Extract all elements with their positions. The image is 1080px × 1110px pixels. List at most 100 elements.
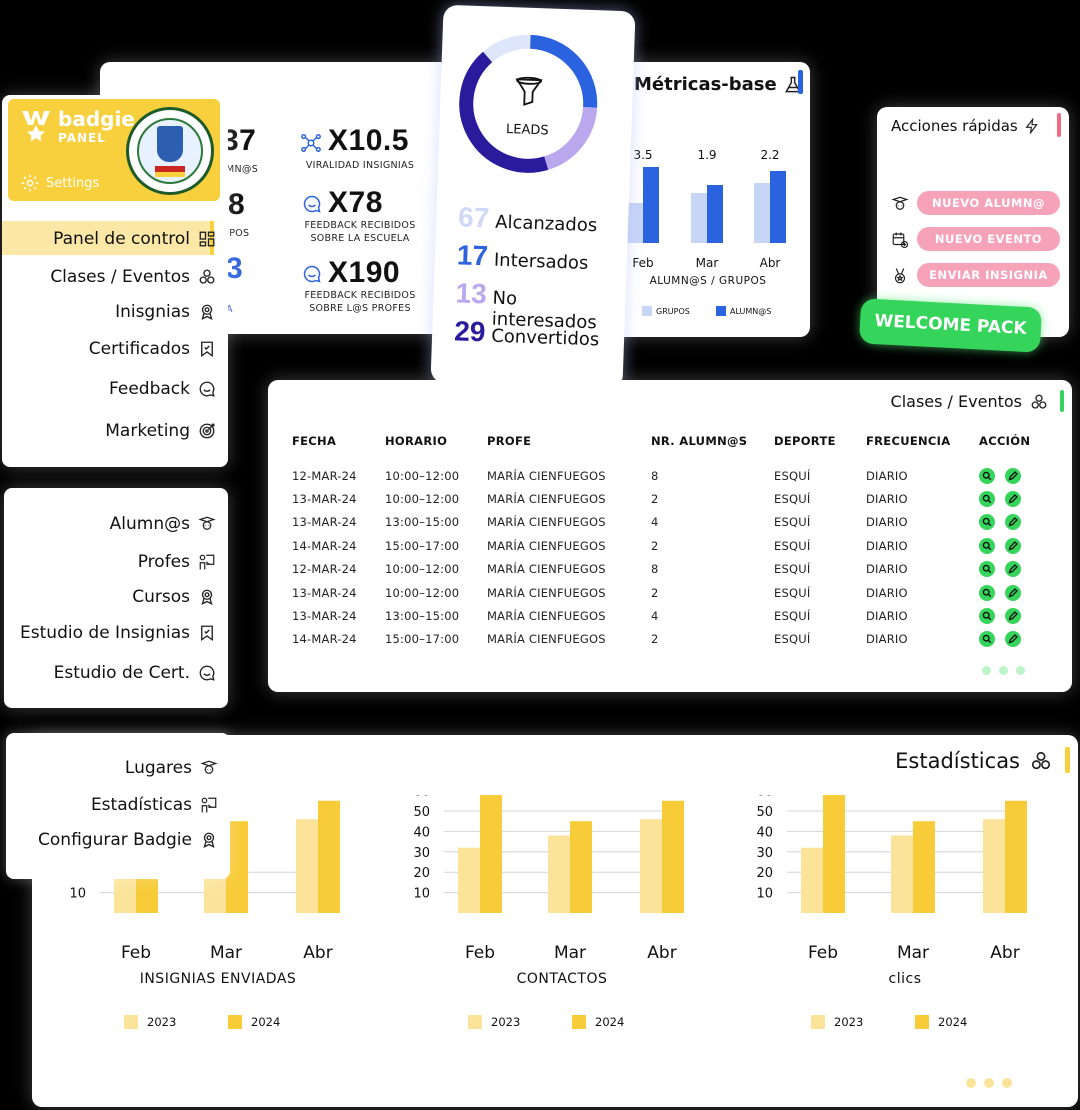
table-header-row: FECHA HORARIO PROFE NR. ALUMN@S DEPORTE … [292,434,1049,464]
view-icon[interactable] [979,491,995,508]
edit-icon[interactable] [1005,491,1021,508]
sidebar-item-marketing[interactable]: Marketing [105,421,216,441]
table-cell: 10:00–12:00 [385,492,460,507]
menu-item-label: Cursos [132,587,190,607]
view-icon[interactable] [979,608,995,625]
calendar-add-icon [891,231,909,249]
edit-icon[interactable] [1005,467,1021,484]
column-header: HORARIO [385,434,448,448]
menu-item-alumnos[interactable]: Alumn@s [110,514,216,534]
page-dot[interactable] [982,666,991,675]
chat-bubble-icon [198,380,216,398]
donut-segment-interesados [529,34,598,108]
page-dot[interactable] [999,666,1008,675]
table-cell: DIARIO [866,492,908,507]
welcome-pack-button[interactable]: WELCOME PACK [858,298,1043,353]
menu-item-label: Profes [137,552,190,572]
dashboard-icon [198,230,216,248]
page-dot[interactable] [1016,666,1025,675]
edit-icon[interactable] [1005,514,1021,531]
edit-icon[interactable] [1005,608,1021,625]
badgie-logo-icon [20,109,52,142]
table-cell: ESQUÍ [774,632,811,647]
lead-label: Convertidos [490,325,600,351]
view-icon[interactable] [979,514,995,531]
bar-2024 [1005,800,1027,913]
funnel-icon [515,76,543,106]
view-icon[interactable] [979,561,995,578]
quick-actions-header: Acciones rápidas [891,117,1040,135]
edit-icon[interactable] [1005,537,1021,554]
menu-item-label: Estudio de Cert. [53,663,190,683]
nuevo-alumno-button[interactable]: NUEVO ALUMN@ [917,191,1060,215]
lead-label: Alcanzados [494,211,598,237]
metrics-chart: 3.5 Feb 1.9 Mar 2.2 Abr ALUMN@S / GRUPOS GRUPOS… [627,148,786,316]
table-cell: 10:00–12:00 [385,468,460,483]
sidebar-item-clases-eventos[interactable]: Clases / Eventos [50,267,216,287]
edit-icon[interactable] [1005,584,1021,601]
action-cell [979,534,1049,557]
menu-item-estudio-cert[interactable]: Estudio de Cert. [54,663,216,683]
column-header: FECHA [292,434,337,448]
x-axis-label: INSIGNIAS ENVIADAS [140,971,297,987]
pagination-dots[interactable] [982,666,1025,675]
y-tick-label: 30 [413,846,430,861]
page-dot[interactable] [966,1078,976,1088]
table-cell: 2 [651,585,659,600]
menu-item-configurar-badgie[interactable]: Configurar Badgie [38,830,218,850]
edit-icon[interactable] [1005,631,1021,648]
menu-item-cursos[interactable]: Cursos [132,587,216,607]
view-icon[interactable] [979,584,995,601]
table-cell: DIARIO [866,468,908,483]
classes-table: FECHA HORARIO PROFE NR. ALUMN@S DEPORTE … [292,434,1049,651]
stat-label: UPOS [222,228,250,239]
stat-value: X10.5 [328,124,409,157]
table-cell: MARÍA CIENFUEGOS [487,609,606,624]
table-cell: 14-MAR-24 [292,632,357,647]
menu-item-estudio-insignias[interactable]: Estudio de Insignias [20,623,216,643]
nuevo-evento-button[interactable]: NUEVO EVENTO [917,227,1060,251]
pagination-dots[interactable] [966,1078,1012,1088]
sidebar-item-label: Clases / Eventos [50,267,190,287]
stat-label: MN@S [226,164,259,175]
page-dot[interactable] [1002,1078,1012,1088]
menu-item-profes[interactable]: Profes [138,552,216,572]
column-header: NR. ALUMN@S [651,434,748,448]
bar-2023 [640,819,662,913]
menu-item-estadisticas[interactable]: Estadísticas [91,795,218,815]
bookmark-icon [198,340,216,358]
sidebar-item-panel-de-control[interactable]: Panel de control [53,229,216,249]
chart-clics: 10 20 30 40 50 60 Feb Mar Abr clics 2023 2024 [756,795,1027,1029]
legend-swatch [468,1015,482,1029]
data-label: 2.2 [760,148,779,162]
tick-label: Mar [696,256,719,270]
menu-item-label: Estudio de Insignias [20,623,190,643]
menu-item-lugares[interactable]: Lugares [125,758,218,778]
stat-value: X78 [328,186,383,219]
teacher-icon [198,553,216,571]
view-icon[interactable] [979,631,995,648]
settings-link[interactable]: Settings [20,173,99,193]
sidebar-item-insignias[interactable]: Inisgnias [115,302,216,322]
view-icon[interactable] [979,467,995,484]
page-dot[interactable] [984,1078,994,1088]
enviar-insignia-button[interactable]: ENVIAR INSIGNIA [917,263,1060,287]
table-cell: 2 [651,538,659,553]
sidebar-item-certificados[interactable]: Certificados [89,339,216,359]
view-icon[interactable] [979,537,995,554]
legend-swatch [124,1015,138,1029]
bookmark-icon [198,624,216,642]
table-row: 12-MAR-24 10:00–12:00 MARÍA CIENFUEGOS 8 ESQ… [292,558,1049,581]
edit-icon[interactable] [1005,561,1021,578]
tick-label: Abr [760,256,781,270]
sidebar-item-feedback[interactable]: Feedback [109,379,216,399]
share-network-icon [300,132,322,154]
action-cell [979,511,1049,534]
classes-title: Clases / Eventos [890,392,1022,411]
chat-bubble-icon [302,194,322,214]
lead-row: 29 Convertidos [454,315,600,352]
stat-label: FEEDBACK RECIBIDOS [304,220,416,231]
table-cell: MARÍA CIENFUEGOS [487,538,606,553]
table-cell: 13-MAR-24 [292,609,357,624]
student-icon [200,759,218,777]
